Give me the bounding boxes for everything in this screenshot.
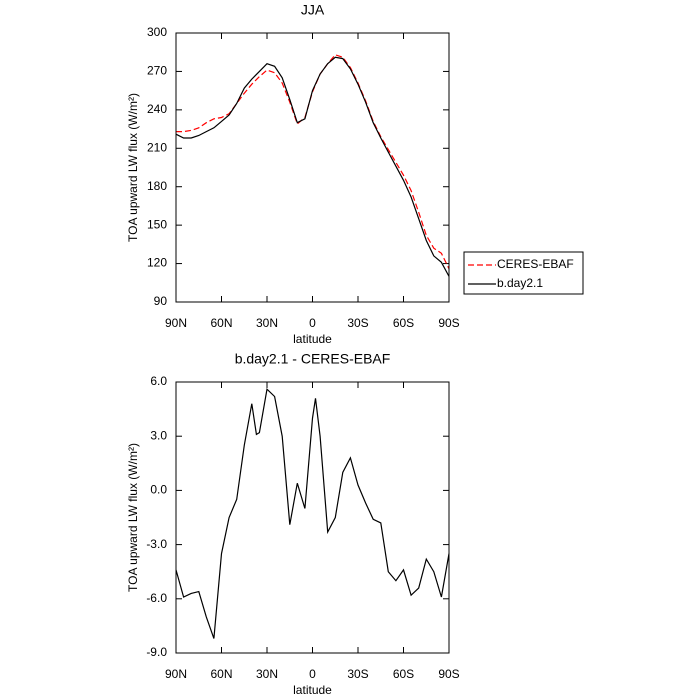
y-tick-label: 90 bbox=[154, 294, 168, 308]
y-tick-label: 6.0 bbox=[150, 374, 167, 388]
y-axis-label: TOA upward LW flux (W/m²) bbox=[126, 443, 140, 592]
x-tick-label: 0 bbox=[309, 667, 316, 681]
x-tick-label: 30S bbox=[347, 667, 368, 681]
y-tick-label: 3.0 bbox=[150, 428, 167, 442]
y-tick-label: 120 bbox=[147, 256, 167, 270]
x-tick-label: 90N bbox=[165, 667, 187, 681]
legend-label: CERES-EBAF bbox=[497, 257, 574, 271]
x-axis-label: latitude bbox=[293, 683, 332, 697]
x-axis-label: latitude bbox=[293, 332, 332, 346]
data-line bbox=[175, 387, 450, 639]
y-tick-label: -6.0 bbox=[146, 591, 167, 605]
x-tick-label: 30S bbox=[347, 316, 368, 330]
data-line bbox=[176, 54, 450, 269]
y-axis-label: TOA upward LW flux (W/m²) bbox=[126, 93, 140, 242]
x-tick-label: 90S bbox=[438, 667, 459, 681]
x-tick-label: 30N bbox=[256, 667, 278, 681]
y-tick-label: 270 bbox=[147, 64, 167, 78]
plot-frame bbox=[175, 32, 450, 303]
legend-box bbox=[463, 251, 584, 295]
data-line bbox=[175, 56, 450, 277]
x-tick-label: 30N bbox=[256, 316, 278, 330]
legend-label: b.day2.1 bbox=[497, 276, 543, 290]
chart-title: JJA bbox=[301, 2, 325, 18]
y-tick-label: 180 bbox=[147, 179, 167, 193]
x-tick-label: 60N bbox=[210, 667, 232, 681]
y-tick-label: 0.0 bbox=[150, 483, 167, 497]
x-tick-label: 90N bbox=[165, 316, 187, 330]
plot-frame bbox=[175, 381, 450, 654]
x-tick-label: 90S bbox=[438, 316, 459, 330]
x-tick-label: 60N bbox=[210, 316, 232, 330]
y-tick-label: 240 bbox=[147, 102, 167, 116]
y-tick-label: -3.0 bbox=[146, 537, 167, 551]
x-tick-label: 60S bbox=[393, 316, 414, 330]
y-tick-label: 210 bbox=[147, 140, 167, 154]
x-tick-label: 0 bbox=[309, 316, 316, 330]
y-tick-label: -9.0 bbox=[146, 645, 167, 659]
y-tick-label: 150 bbox=[147, 217, 167, 231]
y-tick-label: 300 bbox=[147, 25, 167, 39]
x-tick-label: 60S bbox=[393, 667, 414, 681]
chart-title: b.day2.1 - CERES-EBAF bbox=[235, 351, 391, 367]
